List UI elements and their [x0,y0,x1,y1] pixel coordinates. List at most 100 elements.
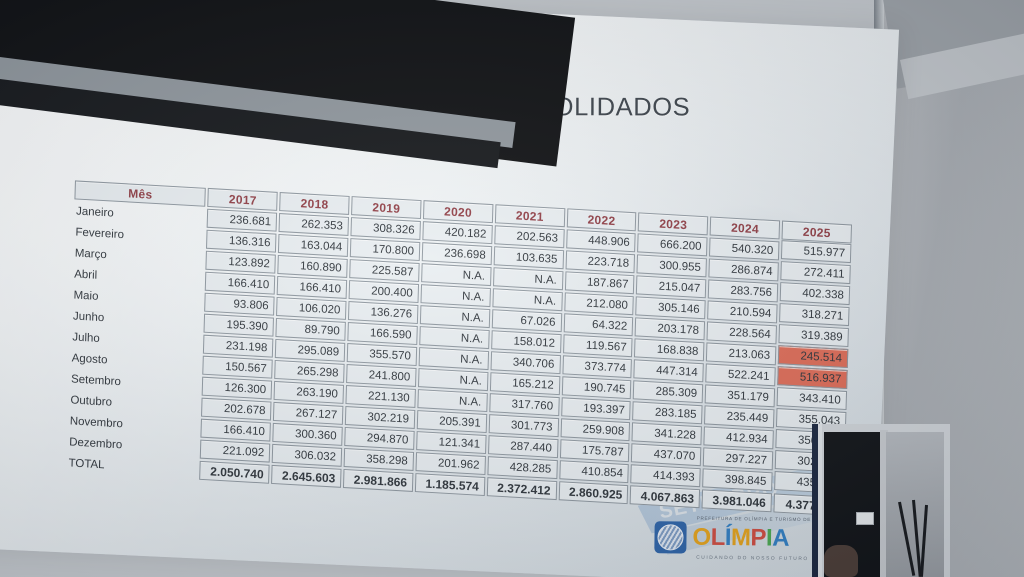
cell-agosto-2020: N.A. [417,368,489,392]
crest-inner [657,524,684,551]
cell-dezembro-2021: 428.285 [487,456,558,480]
cell-junho-2025: 245.514 [777,345,849,369]
cell-novembro-2019: 294.870 [344,427,415,450]
column-header-2018: 2018 [279,192,350,215]
cell-agosto-2024: 351.179 [704,384,776,408]
door-jamb [880,430,888,577]
cell-dezembro-2019: 358.298 [343,447,415,471]
cell-janeiro-2025: 515.977 [781,240,852,264]
cell-fevereiro-2017: 136.316 [206,229,277,253]
cell-janeiro-2022: 448.906 [565,229,637,253]
cell-abril-2022: 212.080 [563,292,635,316]
logo-tagline: CUIDANDO DO NOSSO FUTURO [696,555,809,563]
cell-março-2022: 187.867 [564,271,635,295]
cell-junho-2022: 119.567 [562,334,633,358]
cell-janeiro-2024: 540.320 [709,237,780,261]
cell-maio-2018: 106.020 [276,296,347,320]
cell-dezembro-2020: 201.962 [415,452,486,476]
cell-agosto-2023: 285.309 [633,380,704,404]
total-2019: 2.981.866 [343,468,414,492]
cell-maio-2022: 64.322 [563,313,634,337]
cell-março-2025: 402.338 [779,282,851,306]
logo-main: OLÍMPIA [654,521,824,555]
cell-julho-2017: 231.198 [203,334,274,358]
total-2017: 2.050.740 [199,460,270,484]
cell-dezembro-2017: 221.092 [200,439,271,463]
cell-março-2018: 160.890 [277,255,348,278]
total-2024: 3.981.046 [701,489,773,513]
column-header-2024: 2024 [709,216,781,240]
cell-outubro-2021: 301.773 [488,414,559,438]
cell-outubro-2023: 341.228 [631,422,703,446]
cell-fevereiro-2019: 170.800 [349,238,421,262]
cell-junho-2018: 89.790 [275,317,347,341]
cell-outubro-2020: 205.391 [416,410,487,434]
logo-wordmark: OLÍMPIA [692,523,790,552]
cell-julho-2024: 522.241 [705,363,776,387]
cell-março-2017: 123.892 [205,250,277,274]
cell-agosto-2022: 190.745 [561,376,632,400]
column-header-2020: 2020 [422,200,494,224]
cell-fevereiro-2024: 286.874 [708,258,779,282]
cell-abril-2019: 200.400 [348,280,419,304]
cell-outubro-2017: 202.678 [201,397,272,421]
cell-novembro-2021: 287.440 [487,435,559,459]
cell-maio-2017: 93.806 [204,292,275,316]
cell-janeiro-2023: 666.200 [637,233,708,257]
cell-março-2019: 225.587 [349,259,420,283]
cell-setembro-2018: 263.190 [273,380,345,404]
cell-julho-2018: 295.089 [275,338,346,362]
cell-outubro-2022: 259.908 [560,418,631,442]
cell-dezembro-2024: 398.845 [702,468,773,492]
cell-novembro-2017: 166.410 [200,418,272,442]
cell-maio-2023: 203.178 [635,317,706,341]
cell-maio-2020: N.A. [419,305,491,329]
cell-abril-2025: 318.271 [779,303,850,327]
column-header-2021: 2021 [494,204,565,228]
cell-julho-2022: 373.774 [562,355,633,379]
cell-setembro-2023: 283.185 [632,401,703,425]
cell-julho-2019: 355.570 [346,343,418,366]
cell-março-2023: 215.047 [636,275,707,299]
cell-setembro-2019: 221.130 [345,385,416,408]
cell-agosto-2021: 165.212 [489,372,560,396]
cell-agosto-2017: 150.567 [202,355,274,379]
cell-junho-2021: 158.012 [490,330,562,354]
cell-janeiro-2017: 236.681 [207,208,278,232]
cell-fevereiro-2023: 300.955 [636,254,708,278]
cell-julho-2023: 447.314 [633,359,705,383]
cell-dezembro-2023: 414.393 [630,464,701,488]
cell-novembro-2024: 297.227 [703,447,774,471]
cell-agosto-2025: 343.410 [776,387,848,411]
cell-outubro-2019: 302.219 [344,406,416,429]
cell-abril-2020: N.A. [420,284,491,308]
total-2021: 2.372.412 [486,477,557,501]
cell-fevereiro-2022: 223.718 [565,250,636,274]
crest-icon [654,521,687,554]
cell-setembro-2020: N.A. [417,389,488,413]
tourist-flow-table: Mês 2017 2018 2019 2020 2021 2022 2023 2… [64,178,854,518]
cell-abril-2023: 305.146 [635,296,706,320]
cell-abril-2017: 166.410 [205,271,276,295]
cell-julho-2025: 516.937 [777,366,848,390]
cell-setembro-2022: 193.397 [560,397,632,421]
cell-fevereiro-2021: 103.635 [493,246,564,270]
column-header-2019: 2019 [351,196,422,220]
column-header-2023: 2023 [638,212,709,236]
tourist-flow-table-wrapper: Mês 2017 2018 2019 2020 2021 2022 2023 2… [64,178,854,518]
cell-dezembro-2022: 410.854 [558,460,630,484]
cell-maio-2025: 319.389 [778,324,849,348]
total-2022: 2.860.925 [558,481,629,505]
cell-novembro-2018: 300.360 [272,422,343,446]
cell-julho-2021: 340.706 [490,351,561,375]
cell-maio-2021: 67.026 [491,309,562,333]
cell-fevereiro-2018: 163.044 [278,234,349,257]
cell-novembro-2023: 437.070 [631,443,702,467]
cell-janeiro-2020: 420.182 [422,221,493,245]
cell-janeiro-2019: 308.326 [350,217,421,241]
cell-outubro-2024: 412.934 [703,426,774,450]
table-body: Janeiro 236.681 262.353 308.326 420.182 202.5… [66,201,852,517]
column-header-2022: 2022 [566,208,637,232]
cell-setembro-2017: 126.300 [202,376,273,400]
